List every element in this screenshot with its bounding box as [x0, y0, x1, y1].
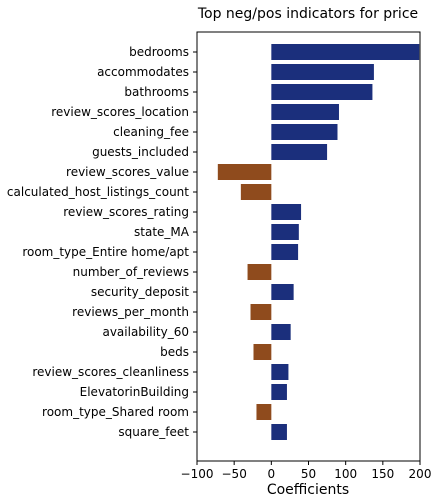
bar-5 — [271, 144, 328, 160]
category-label-9: state_MA — [134, 225, 190, 239]
bar-15 — [253, 344, 272, 360]
bar-10 — [271, 244, 299, 260]
x-tick-label-4: 100 — [334, 467, 357, 481]
category-labels: bedrooms accommodates bathrooms review_scor… — [7, 45, 190, 439]
bars-group — [217, 44, 420, 440]
bar-3 — [271, 104, 339, 120]
category-label-15: beds — [160, 345, 189, 359]
bar-2 — [271, 84, 373, 100]
category-label-1: accommodates — [97, 65, 189, 79]
category-label-0: bedrooms — [129, 45, 189, 59]
bar-17 — [271, 384, 287, 400]
category-label-18: room_type_Shared room — [42, 405, 189, 419]
bar-16 — [271, 364, 289, 380]
category-label-16: review_scores_cleanliness — [32, 365, 189, 379]
x-tick-label-5: 150 — [371, 467, 394, 481]
bar-14 — [271, 324, 291, 340]
bar-19 — [271, 424, 287, 440]
bar-11 — [247, 264, 272, 280]
category-label-8: review_scores_rating — [63, 205, 189, 219]
bar-0 — [271, 44, 420, 60]
bar-9 — [271, 224, 299, 240]
x-tick-label-1: −50 — [222, 467, 247, 481]
category-label-7: calculated_host_listings_count — [7, 185, 189, 199]
bar-4 — [271, 124, 338, 140]
x-axis-label: Coefficients — [267, 482, 349, 498]
category-label-19: square_feet — [118, 425, 189, 439]
category-label-3: review_scores_location — [51, 105, 189, 119]
category-label-6: review_scores_value — [66, 165, 189, 179]
bar-1 — [271, 64, 374, 80]
category-label-5: guests_included — [92, 145, 189, 159]
x-tick-label-0: −100 — [181, 467, 214, 481]
chart-title: Top neg/pos indicators for price — [197, 6, 418, 22]
x-ticks: −100 −50 0 50 100 150 200 — [181, 461, 432, 481]
category-label-17: ElevatorinBuilding — [80, 385, 189, 399]
category-label-13: reviews_per_month — [72, 305, 189, 319]
bar-8 — [271, 204, 302, 220]
category-label-2: bathrooms — [124, 85, 189, 99]
bar-18 — [256, 404, 272, 420]
bar-13 — [250, 304, 272, 320]
bar-7 — [240, 184, 272, 200]
category-label-10: room_type_Entire home/apt — [22, 245, 189, 259]
category-label-11: number_of_reviews — [73, 265, 189, 279]
category-label-4: cleaning_fee — [113, 125, 189, 139]
x-tick-label-3: 50 — [301, 467, 316, 481]
x-tick-label-2: 0 — [268, 467, 276, 481]
x-tick-label-6: 200 — [409, 467, 432, 481]
bar-12 — [271, 284, 294, 300]
bar-6 — [217, 164, 272, 180]
category-label-14: availability_60 — [102, 325, 189, 339]
category-label-12: security_deposit — [91, 285, 189, 299]
